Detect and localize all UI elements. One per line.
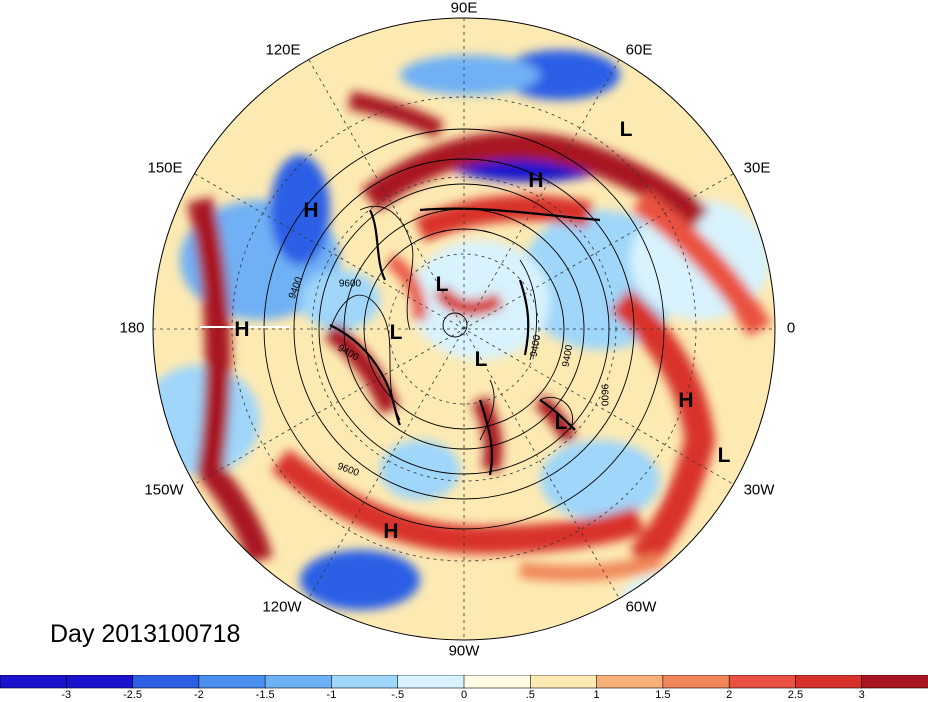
colorbar-box	[596, 675, 664, 689]
colorbar-tick-label: -2.5	[123, 689, 143, 701]
low-center: L	[554, 411, 568, 434]
high-center: H	[383, 520, 399, 543]
lon-label-120e: 120E	[265, 41, 301, 59]
colorbar-box	[861, 675, 928, 689]
colorbar-box	[132, 675, 200, 689]
graticule	[153, 18, 775, 640]
lon-label-90e: 90E	[450, 0, 478, 17]
colorbar-box	[397, 675, 465, 689]
colorbar-tick-label: -1.5	[255, 689, 275, 701]
colorbar-tick-label: 3	[858, 689, 865, 701]
colorbar	[0, 675, 928, 689]
colorbar-box	[198, 675, 266, 689]
lon-label-180: 180	[119, 319, 145, 337]
lon-label-90w: 90W	[448, 642, 480, 660]
low-center: L	[435, 273, 449, 296]
high-center: H	[678, 389, 694, 412]
lon-label-60w: 60W	[625, 598, 657, 616]
colorbar-box	[728, 675, 797, 689]
colorbar-tick-label: 2.5	[787, 689, 804, 701]
colorbar-box	[0, 675, 68, 689]
colorbar-tick-label: 0	[460, 689, 468, 701]
polar-stereographic-map	[152, 17, 776, 641]
colorbar-box	[331, 675, 399, 689]
colorbar-tick-label: -1	[326, 689, 337, 701]
low-center: L	[474, 348, 488, 371]
lon-label-150e: 150E	[147, 159, 183, 177]
colorbar-box	[463, 675, 532, 689]
colorbar-tick-label: -.5	[391, 689, 405, 701]
lon-label-30w: 30W	[743, 481, 775, 499]
low-center: L	[619, 118, 633, 141]
high-center: H	[234, 318, 250, 341]
colorbar-box	[65, 675, 134, 689]
lon-label-60e: 60E	[625, 41, 653, 59]
lon-label-150w: 150W	[144, 481, 184, 499]
colorbar-tick-label: 1	[593, 689, 600, 701]
lon-label-120w: 120W	[262, 598, 302, 616]
low-center: L	[717, 444, 731, 467]
colorbar-box	[662, 675, 730, 689]
colorbar-tick-label: 2	[726, 689, 733, 701]
contour-label: 9600	[338, 278, 362, 290]
jet-contours	[329, 207, 601, 476]
lon-label-0: 0	[786, 319, 796, 337]
colorbar-box	[795, 675, 863, 689]
low-center: L	[389, 321, 403, 344]
colorbar-tick-label: -2	[193, 689, 204, 701]
colorbar-box	[529, 675, 598, 689]
high-center: H	[303, 199, 319, 222]
contour-label: 9600	[598, 383, 610, 407]
lon-label-30e: 30E	[743, 159, 771, 177]
colorbar-tick-label: -3	[61, 689, 72, 701]
colorbar-tick-label: 1.5	[655, 689, 671, 701]
colorbar-box	[264, 675, 333, 689]
date-label: Day 2013100718	[50, 620, 241, 648]
colorbar-tick-label: .5	[525, 689, 535, 701]
high-center: H	[528, 169, 544, 192]
